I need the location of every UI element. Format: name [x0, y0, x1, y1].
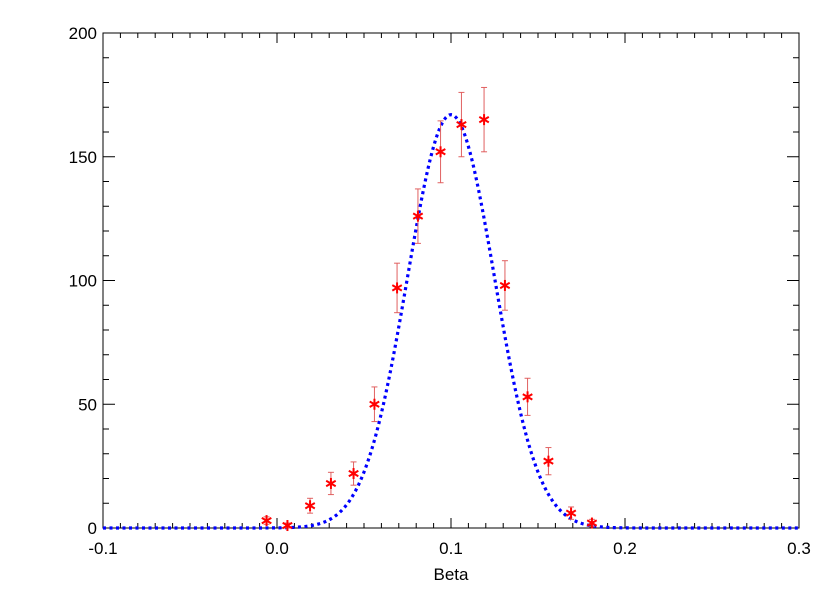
axis-ticks: [102, 32, 800, 529]
data-point: [435, 146, 446, 158]
x-tick-label: -0.1: [88, 539, 117, 558]
x-tick-label: 0.1: [439, 539, 463, 558]
axis-tick-labels: -0.1 0.0 0.1 0.2 0.3 0 50 100 150 200: [69, 24, 811, 558]
x-tick-label: 0.2: [613, 539, 637, 558]
data-point: [478, 114, 490, 126]
data-point: [391, 282, 403, 294]
x-tick-label: 0.0: [265, 539, 289, 558]
gaussian-fit-curve: [103, 113, 799, 530]
plot-frame: [102, 32, 800, 529]
y-tick-label: 150: [69, 148, 97, 167]
x-tick-label: 0.3: [787, 539, 811, 558]
data-point: [348, 468, 359, 480]
data-point: [261, 515, 272, 527]
data-point: [522, 391, 533, 403]
data-points-layer: [261, 114, 598, 532]
data-point: [586, 517, 598, 529]
data-point: [369, 398, 380, 410]
y-tick-label: 100: [69, 272, 97, 291]
y-tick-label: 200: [69, 24, 97, 43]
x-axis-title: Beta: [434, 565, 470, 584]
data-point: [325, 477, 337, 489]
data-point: [456, 119, 467, 131]
fit-curve-layer: [103, 113, 799, 530]
y-tick-label: 50: [78, 395, 97, 414]
data-point: [282, 520, 293, 532]
y-tick-label: 0: [88, 519, 97, 538]
data-point: [565, 507, 577, 519]
data-point: [499, 279, 511, 291]
data-point: [543, 455, 554, 467]
data-point: [412, 210, 424, 222]
data-point: [304, 500, 316, 512]
